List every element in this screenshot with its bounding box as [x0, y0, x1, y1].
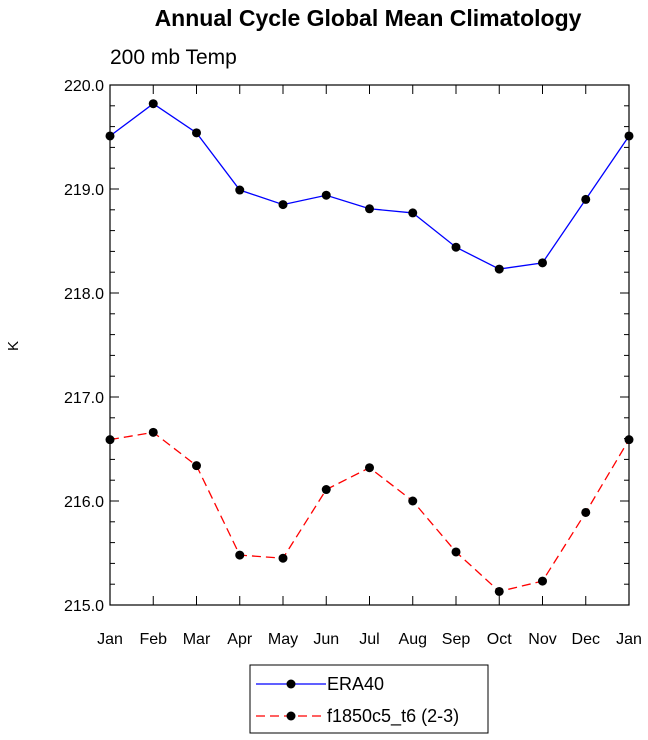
data-point	[235, 550, 245, 560]
legend-item: ERA40	[256, 674, 384, 694]
data-point	[581, 194, 591, 204]
data-point	[365, 463, 374, 473]
x-tick-label: Oct	[487, 631, 512, 648]
x-tick-label: Nov	[528, 631, 556, 648]
data-point	[365, 204, 374, 214]
data-point	[408, 208, 418, 218]
x-tick-label: May	[268, 631, 298, 648]
series-line	[109, 102, 630, 270]
series-1	[105, 427, 634, 596]
legend-label: ERA40	[327, 674, 384, 694]
y-tick-label: 215.0	[64, 598, 104, 615]
legend-label: f1850c5_t6 (2-3)	[327, 706, 459, 727]
series-0	[105, 99, 634, 274]
y-tick-label: 217.0	[64, 390, 104, 407]
data-point	[494, 264, 504, 274]
data-point	[278, 200, 288, 210]
x-tick-label: Mar	[183, 631, 211, 648]
data-point	[408, 496, 418, 506]
x-tick-label: Jan	[97, 631, 123, 648]
data-point	[235, 185, 245, 195]
data-point	[451, 547, 461, 557]
data-point	[148, 427, 158, 437]
axis-ticks	[109, 84, 630, 606]
x-tick-label: Jun	[313, 631, 339, 648]
x-tick-label: Aug	[399, 631, 427, 648]
x-tick-label: Sep	[442, 631, 471, 648]
chart-title: Annual Cycle Global Mean Climatology	[155, 5, 582, 31]
x-tick-label: Apr	[227, 631, 253, 648]
legend-item: f1850c5_t6 (2-3)	[256, 706, 459, 727]
y-tick-labels: 215.0 216.0 217.0 218.0 219.0 220.0	[64, 78, 104, 615]
x-tick-label: Jul	[359, 631, 379, 648]
legend-box	[249, 664, 489, 734]
chart-subtitle: 200 mb Temp	[110, 46, 237, 69]
x-tick-labels: Jan Feb Mar Apr May Jun Jul Aug Sep Oct Nov Dec Jan	[97, 631, 642, 648]
series-layer	[105, 99, 634, 596]
plot-frame	[109, 84, 630, 606]
data-point	[321, 190, 331, 200]
data-point	[278, 553, 288, 563]
y-axis-label: K	[5, 341, 22, 351]
data-point	[148, 99, 158, 109]
data-point	[494, 586, 504, 596]
data-point	[538, 576, 547, 586]
data-point	[538, 258, 547, 268]
data-point	[451, 242, 461, 252]
legend-marker	[286, 711, 296, 721]
y-tick-label: 220.0	[64, 78, 104, 95]
y-tick-label: 218.0	[64, 286, 104, 303]
data-point	[192, 461, 201, 471]
data-point	[581, 507, 591, 517]
series-line	[109, 431, 630, 593]
x-tick-label: Feb	[139, 631, 167, 648]
legend-marker	[286, 679, 296, 689]
y-tick-label: 216.0	[64, 494, 104, 511]
x-tick-label: Dec	[572, 631, 600, 648]
legend: ERA40 f1850c5_t6 (2-3)	[249, 664, 489, 734]
y-tick-label: 219.0	[64, 182, 104, 199]
legend-items: ERA40 f1850c5_t6 (2-3)	[256, 674, 459, 727]
data-point	[192, 128, 201, 138]
x-tick-label: Jan	[616, 631, 642, 648]
data-point	[321, 485, 331, 495]
